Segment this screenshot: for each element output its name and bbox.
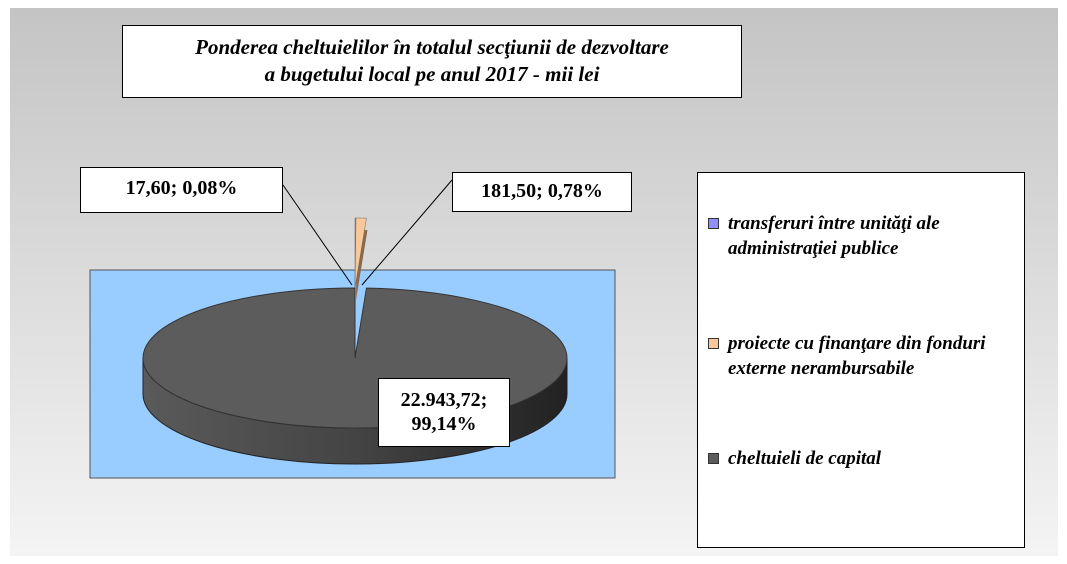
legend-swatch (708, 338, 719, 349)
legend: transferuri între unităţi ale administra… (697, 172, 1025, 548)
leader-line (282, 184, 353, 286)
title-line: Ponderea cheltuielilor în totalul secţiu… (195, 35, 669, 59)
chart-title: Ponderea cheltuielilor în totalul secţiu… (122, 25, 742, 98)
legend-label: proiecte cu finanţare din fonduri extern… (728, 333, 986, 379)
data-label: 17,60; 0,08% (80, 167, 283, 213)
data-label: 22.943,72; 99,14% (378, 378, 510, 447)
legend-swatch (708, 453, 719, 464)
pie-slice (354, 217, 367, 289)
legend-label: transferuri între unităţi ale administra… (728, 213, 940, 259)
data-label: 181,50; 0,78% (452, 172, 632, 212)
legend-item: transferuri între unităţi ale administra… (706, 211, 1018, 261)
title-line: a bugetului local pe anul 2017 - mii lei (264, 62, 600, 86)
legend-item: cheltuieli de capital (706, 446, 1018, 471)
leader-line (361, 179, 453, 286)
legend-label: cheltuieli de capital (728, 448, 882, 469)
legend-item: proiecte cu finanţare din fonduri extern… (706, 331, 1018, 381)
legend-swatch (708, 218, 719, 229)
